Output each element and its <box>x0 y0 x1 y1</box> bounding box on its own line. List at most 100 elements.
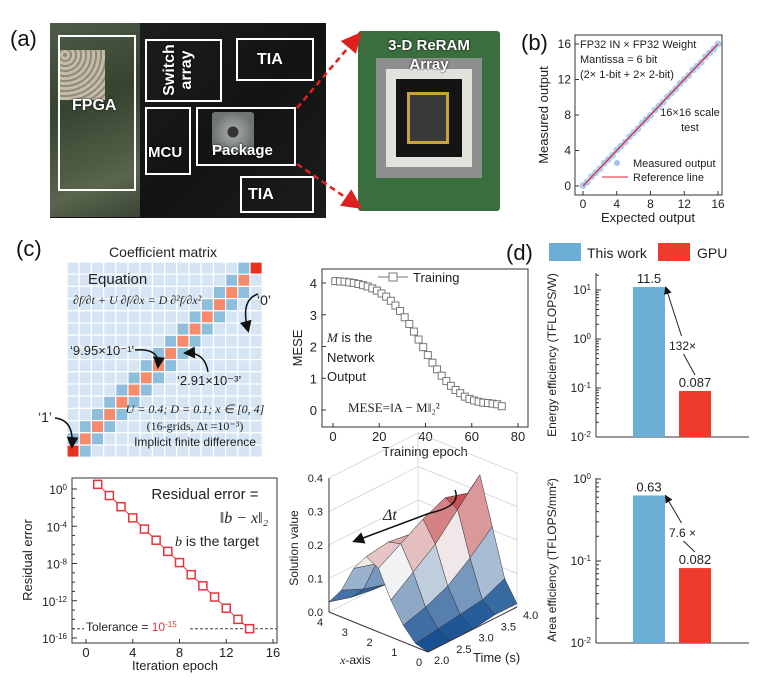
y-tick-label: 10-16 <box>42 632 67 647</box>
matrix-cell-other <box>176 261 190 275</box>
reference-line <box>582 43 719 187</box>
matrix-cell-other <box>188 261 202 275</box>
equation-title: Equation <box>88 271 147 288</box>
matrix-cell-off_diagonal <box>139 359 153 373</box>
matrix-cell-other <box>188 359 202 373</box>
matrix-cell-other <box>249 420 263 434</box>
matrix-cell-other <box>78 395 92 410</box>
y-axis-label: Area efficiency (TFLOPS/mm²) <box>545 478 559 642</box>
y-tick-label: 12 <box>558 73 572 87</box>
matrix-cell-other <box>200 346 214 361</box>
matrix-cell-other <box>66 371 80 385</box>
matrix-cell-off_diagonal <box>225 298 239 312</box>
matrix-cell-other <box>164 310 178 324</box>
matrix-cell-other <box>115 420 129 434</box>
zero-arrow <box>239 293 259 333</box>
y-tick-label-base: 10 <box>573 283 587 297</box>
matrix-cell-diagonal <box>212 298 227 312</box>
x-tick-label: 12 <box>678 197 692 211</box>
y-tick-label-exp: 1 <box>587 283 592 292</box>
delta-t-label: Δt <box>382 507 397 524</box>
legend-measured-marker <box>614 160 620 166</box>
matrix-cell-other <box>102 371 117 385</box>
y-axis-label: Energy efficiency (TFLOPS/W) <box>545 273 559 437</box>
matrix-cell-off_diagonal <box>66 432 80 446</box>
matrix-cell-other <box>78 359 92 373</box>
matrix-cell-off_diagonal <box>212 310 227 324</box>
y-tick-label: 10-4 <box>47 520 68 535</box>
training-point <box>442 377 451 386</box>
switch-array-box <box>145 39 222 102</box>
matrix-cell-other <box>249 310 263 324</box>
y-tick-label: 3 <box>310 308 317 323</box>
zero-label: ‘0’ <box>257 292 271 308</box>
y-tick-label: 2 <box>310 340 317 355</box>
x-axis-label: Expected output <box>601 210 695 225</box>
tolerance-exp: -15 <box>165 620 177 629</box>
matrix-cell-other <box>151 334 166 349</box>
y-tick-label-base: 10 <box>49 483 63 497</box>
matrix-cell-other <box>200 273 214 288</box>
x-tick-label: 16 <box>711 197 725 211</box>
matrix-cell-other <box>90 371 105 385</box>
y-tick-label-exp: 0 <box>63 483 68 492</box>
matrix-title: Coefficient matrix <box>109 244 217 260</box>
y-tick-label: 10-1 <box>571 554 592 569</box>
x-tick-label: 0 <box>416 657 422 669</box>
y-tick-label: 4 <box>310 276 317 291</box>
matrix-cell-diagonal <box>200 310 214 324</box>
bar-gpu <box>679 568 711 643</box>
ratio-arrow-upper <box>664 286 682 337</box>
matrix-cell-other <box>200 261 214 275</box>
matrix-cell-other <box>249 383 263 397</box>
y-tick-label-exp: 0 <box>587 332 592 341</box>
x-tick-label: 0 <box>580 197 587 211</box>
matrix-cell-other <box>212 334 227 349</box>
bar-value-label: 0.087 <box>679 375 712 390</box>
matrix-cell-other <box>90 395 105 410</box>
matrix-cell-off_diagonal <box>164 359 178 373</box>
bar-gpu <box>679 390 711 437</box>
legend-marker <box>388 272 398 282</box>
y-tick-label-exp: -8 <box>60 557 68 566</box>
x-tick-label: 8 <box>176 645 183 660</box>
matrix-cell-other <box>115 444 129 458</box>
matrix-cell-other <box>78 383 92 397</box>
matrix-cell-other <box>66 322 80 336</box>
matrix-cell-boundary <box>66 444 80 458</box>
residual-title: Residual error = <box>151 486 258 503</box>
matrix-cell-other <box>249 334 263 349</box>
matrix-cell-other <box>200 285 214 300</box>
matrix-cell-off_diagonal <box>90 432 105 446</box>
matrix-cell-other <box>139 334 153 349</box>
matrix-cell-other <box>127 310 141 324</box>
back-wall-gridline <box>328 466 518 512</box>
y-tick-label-base: 10 <box>47 520 61 534</box>
matrix-cell-other <box>151 383 166 397</box>
time-axis-line <box>427 606 518 653</box>
matrix-cell-diagonal <box>188 322 202 336</box>
matrix-cell-other <box>66 395 80 410</box>
ratio-arrow-upper <box>664 494 682 524</box>
matrix-cell-diagonal <box>225 285 239 300</box>
residual-point <box>221 603 231 613</box>
m-symbol: M <box>326 330 339 345</box>
matrix-cell-other <box>212 346 227 361</box>
matrix-cell-other <box>249 322 263 336</box>
residual-point <box>244 623 255 634</box>
x-tick-label: 80 <box>511 429 525 444</box>
y-tick-label-exp: -12 <box>55 594 67 603</box>
matrix-cell-other <box>164 371 178 385</box>
y-axis-label: MESE <box>290 329 305 366</box>
matrix-cell-other <box>249 371 263 385</box>
ratio-arrow-lower <box>683 353 696 376</box>
matrix-cell-diagonal <box>102 407 117 422</box>
equation-formula: ∂f/∂t + U ∂f/∂x = D ∂²f/∂x² <box>73 293 202 307</box>
legend-this-work-label: This work <box>587 245 648 261</box>
package-label: Package <box>212 142 273 159</box>
matrix-cell-other <box>188 273 202 288</box>
x-tick-label: 1 <box>391 647 397 659</box>
y-tick-label-base: 10 <box>571 381 585 395</box>
training-point <box>497 402 506 411</box>
matrix-cell-other <box>115 310 129 324</box>
